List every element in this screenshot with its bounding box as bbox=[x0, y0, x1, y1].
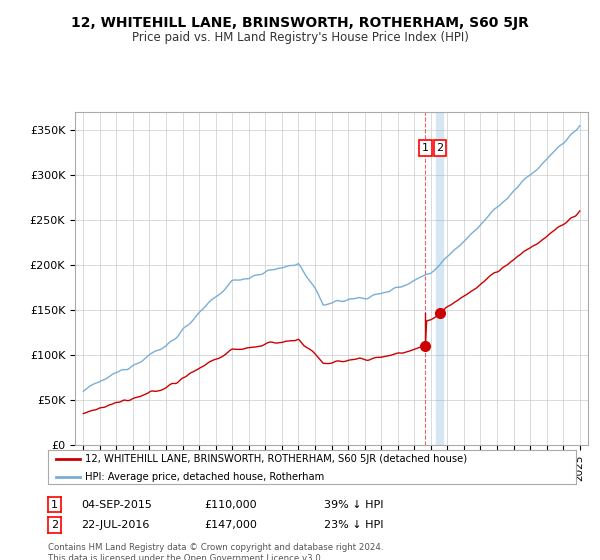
Text: 12, WHITEHILL LANE, BRINSWORTH, ROTHERHAM, S60 5JR (detached house): 12, WHITEHILL LANE, BRINSWORTH, ROTHERHA… bbox=[85, 454, 467, 464]
Text: Price paid vs. HM Land Registry's House Price Index (HPI): Price paid vs. HM Land Registry's House … bbox=[131, 31, 469, 44]
Text: £147,000: £147,000 bbox=[204, 520, 257, 530]
Text: 04-SEP-2015: 04-SEP-2015 bbox=[81, 500, 152, 510]
Text: £110,000: £110,000 bbox=[204, 500, 257, 510]
Text: 12, WHITEHILL LANE, BRINSWORTH, ROTHERHAM, S60 5JR: 12, WHITEHILL LANE, BRINSWORTH, ROTHERHA… bbox=[71, 16, 529, 30]
Text: Contains HM Land Registry data © Crown copyright and database right 2024.
This d: Contains HM Land Registry data © Crown c… bbox=[48, 543, 383, 560]
Text: HPI: Average price, detached house, Rotherham: HPI: Average price, detached house, Roth… bbox=[85, 472, 324, 482]
Text: 22-JUL-2016: 22-JUL-2016 bbox=[81, 520, 149, 530]
Text: 2: 2 bbox=[436, 143, 443, 153]
Text: 2: 2 bbox=[51, 520, 58, 530]
Text: 1: 1 bbox=[51, 500, 58, 510]
Text: 39% ↓ HPI: 39% ↓ HPI bbox=[324, 500, 383, 510]
Text: 1: 1 bbox=[422, 143, 429, 153]
Text: 23% ↓ HPI: 23% ↓ HPI bbox=[324, 520, 383, 530]
